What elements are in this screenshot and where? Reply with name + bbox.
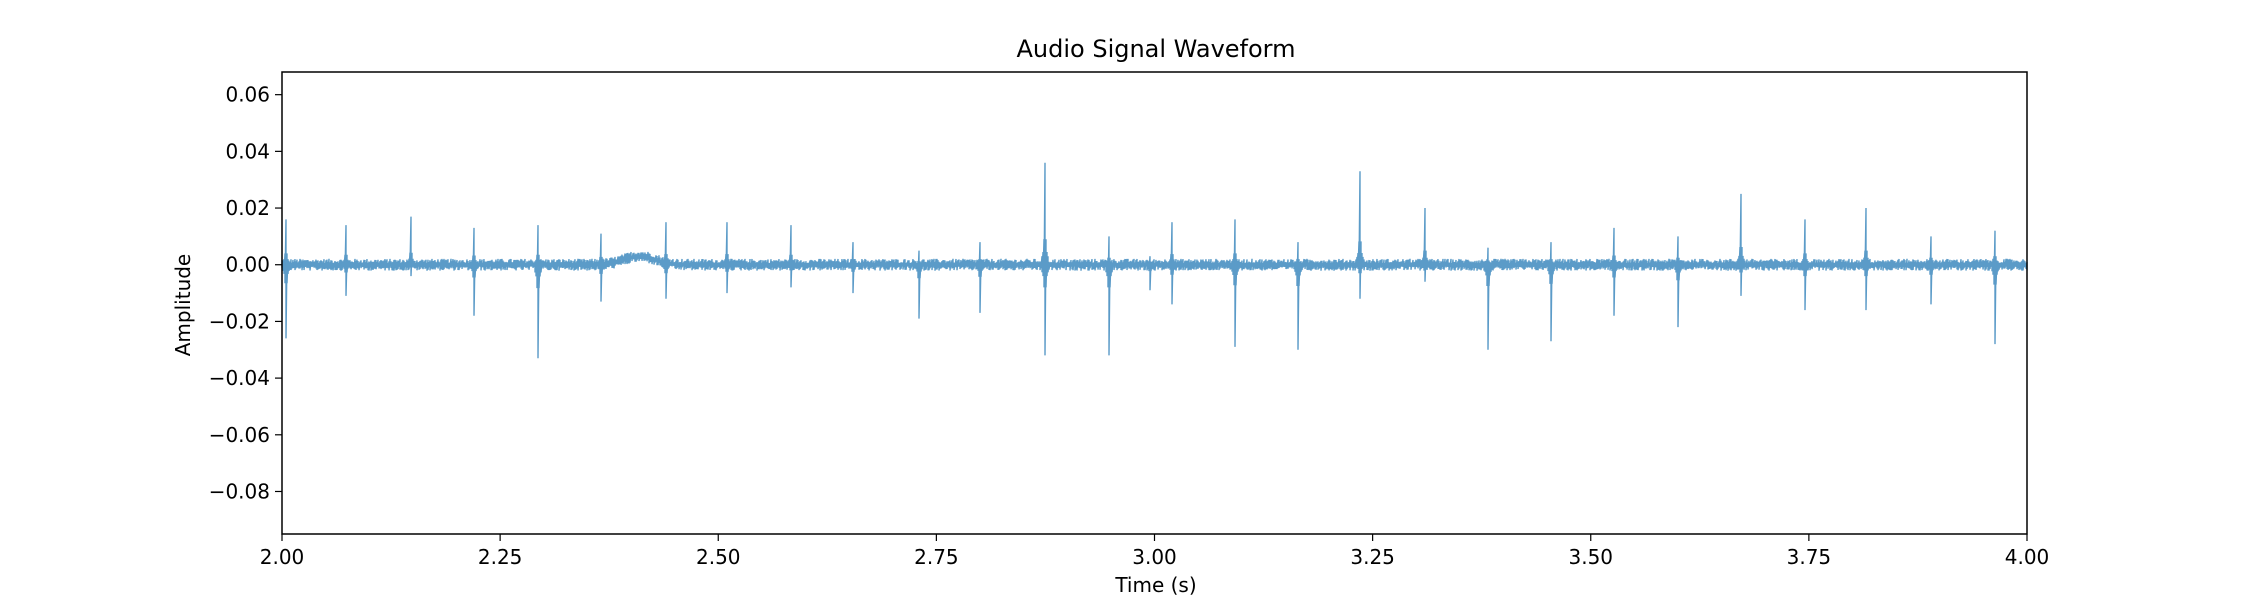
x-tick-label: 2.25: [478, 545, 523, 569]
y-tick-label: −0.02: [209, 309, 270, 333]
x-axis: 2.00 2.25 2.50 2.75 3.00 3.25 3.50 3.75 4.00: [260, 534, 2050, 569]
y-tick-label: −0.08: [209, 479, 270, 503]
y-tick-label: 0.06: [225, 83, 270, 107]
y-tick-label: −0.04: [209, 366, 270, 390]
x-axis-label: Time (s): [1114, 573, 1196, 597]
x-tick-label: 2.00: [260, 545, 305, 569]
y-tick-label: 0.02: [225, 196, 270, 220]
x-tick-label: 3.00: [1132, 545, 1177, 569]
y-tick-label: 0.00: [225, 253, 270, 277]
x-tick-label: 3.75: [1787, 545, 1832, 569]
x-tick-label: 4.00: [2005, 545, 2050, 569]
x-tick-label: 3.50: [1568, 545, 1613, 569]
series-line: [281, 162, 2028, 359]
chart-title: Audio Signal Waveform: [1016, 35, 1295, 63]
y-axis-label: Amplitude: [171, 254, 195, 357]
y-axis: 0.06 0.04 0.02 0.00 −0.02 −0.04 −0.06 −0.08: [209, 83, 282, 503]
x-tick-label: 3.25: [1350, 545, 1395, 569]
x-tick-label: 2.75: [914, 545, 959, 569]
y-tick-label: 0.04: [225, 139, 270, 163]
x-tick-label: 2.50: [696, 545, 741, 569]
y-tick-label: −0.06: [209, 423, 270, 447]
